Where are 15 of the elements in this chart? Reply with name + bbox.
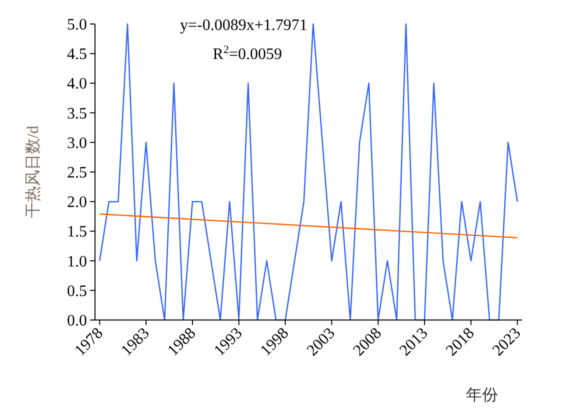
y-tick-label: 4.0 bbox=[67, 76, 87, 93]
y-tick-label: 1.5 bbox=[67, 224, 87, 241]
annotation: y=-0.0089x+1.7971 bbox=[180, 17, 308, 34]
y-tick-label: 3.0 bbox=[67, 134, 87, 152]
y-tick-label: 4.5 bbox=[67, 46, 87, 64]
y-tick-label: 0.0 bbox=[67, 312, 87, 330]
y-tick-label: 0.5 bbox=[67, 282, 87, 300]
y-tick-label: 1.0 bbox=[67, 253, 87, 270]
y-tick-label: 2.5 bbox=[67, 164, 87, 182]
y-tick-label: 5.0 bbox=[67, 16, 87, 34]
y-tick-label: 3.5 bbox=[67, 105, 87, 122]
y-tick-label: 2.0 bbox=[67, 194, 87, 212]
annotation: R$^{2}$=0.0059 bbox=[212, 44, 282, 63]
x-axis-title: 年份 bbox=[466, 387, 498, 404]
y-axis-title: 干热风日数/d bbox=[25, 126, 42, 218]
